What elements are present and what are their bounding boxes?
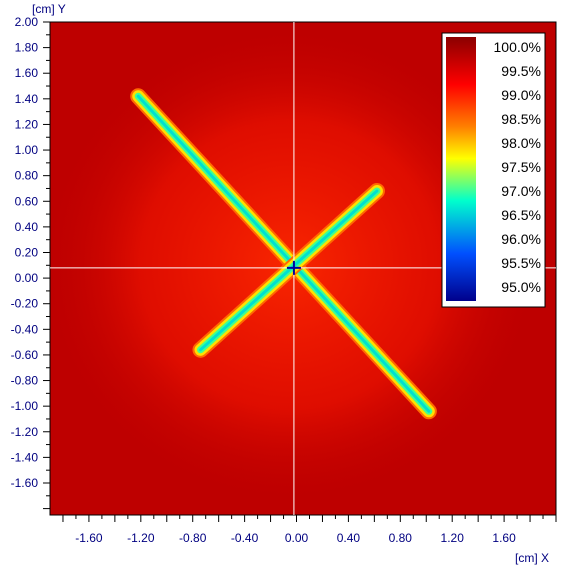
y-tick-label: 1.60 — [15, 66, 39, 80]
colorbar-label: 98.0% — [501, 135, 541, 151]
colorbar-label: 98.5% — [501, 111, 541, 127]
y-tick-label: 0.20 — [15, 245, 39, 259]
colorbar-label: 97.5% — [501, 159, 541, 175]
beam-line-1 — [130, 88, 437, 420]
x-tick-label: 0.80 — [389, 531, 413, 545]
y-tick-label: -1.60 — [11, 476, 39, 490]
colorbar-label: 95.0% — [501, 279, 541, 295]
plot-frame — [49, 21, 557, 516]
x-axis-title: [cm] X — [515, 551, 549, 565]
x-tick-label: -0.80 — [179, 531, 207, 545]
beam-line-2 — [192, 183, 385, 358]
y-tick-label: 2.00 — [15, 15, 39, 29]
colorbar-gradient — [446, 37, 476, 301]
y-tick-label: -0.60 — [11, 348, 39, 362]
x-tick-label: -1.60 — [75, 531, 103, 545]
y-tick-label: 1.00 — [15, 143, 39, 157]
y-axis-title: [cm] Y — [32, 2, 66, 16]
y-axis: 2.00 1.80 1.60 1.40 1.20 1.00 0.80 0.60 0.40 0.20… — [11, 15, 50, 510]
x-tick-label: 0.00 — [285, 531, 309, 545]
colorbar-label: 100.0% — [494, 39, 541, 55]
colorbar-label: 99.0% — [501, 87, 541, 103]
y-tick-label: 0.80 — [15, 169, 39, 183]
y-tick-label: 0.40 — [15, 220, 39, 234]
y-tick-label: -0.40 — [11, 322, 39, 336]
x-tick-label: 1.20 — [441, 531, 465, 545]
colorbar-label: 96.0% — [501, 231, 541, 247]
colorbar-label: 95.5% — [501, 255, 541, 271]
colorbar-label: 99.5% — [501, 63, 541, 79]
x-tick-label: -0.40 — [231, 531, 259, 545]
y-tick-label: 1.80 — [15, 41, 39, 55]
x-tick-label: 1.60 — [492, 531, 516, 545]
y-tick-label: -0.80 — [11, 374, 39, 388]
y-tick-label: -0.20 — [11, 297, 39, 311]
y-tick-label: 0.60 — [15, 194, 39, 208]
y-tick-label: 1.40 — [15, 92, 39, 106]
colorbar-label: 97.0% — [501, 183, 541, 199]
x-tick-label: 0.40 — [337, 531, 361, 545]
colorbar-legend: 100.0% 99.5% 99.0% 98.5% 98.0% 97.5% 97.0% 96.5… — [441, 32, 546, 308]
y-tick-label: 0.00 — [15, 271, 39, 285]
colorbar-label: 96.5% — [501, 207, 541, 223]
x-axis: -1.60 -1.20 -0.80 -0.40 0.00 0.40 0.80 1.20 1.60 — [62, 515, 557, 545]
y-tick-label: -1.00 — [11, 399, 39, 413]
y-tick-label: -1.40 — [11, 450, 39, 464]
y-tick-label: 1.20 — [15, 117, 39, 131]
y-tick-label: -1.20 — [11, 425, 39, 439]
x-tick-label: -1.20 — [127, 531, 155, 545]
